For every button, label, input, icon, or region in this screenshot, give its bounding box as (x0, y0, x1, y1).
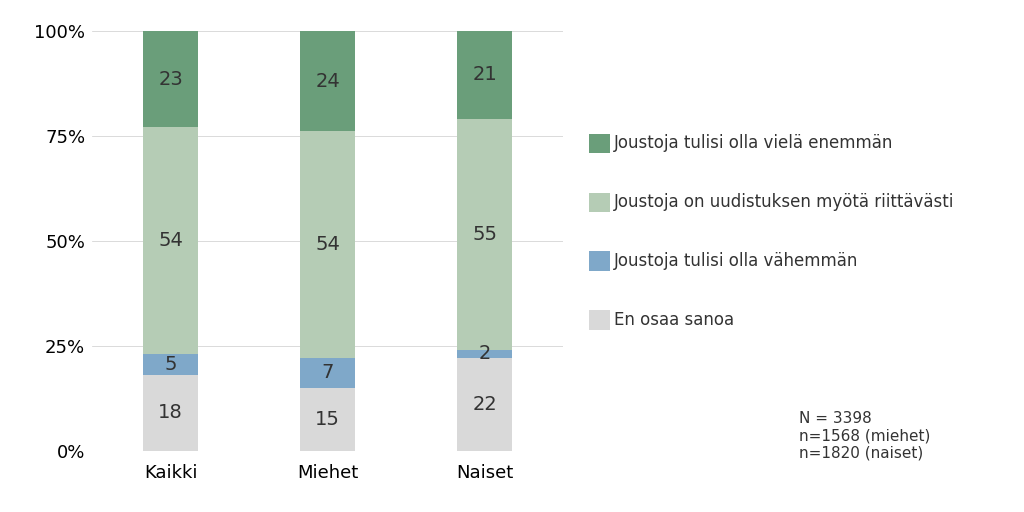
Bar (458, 119, 512, 350)
Text: 18: 18 (159, 403, 183, 422)
Text: En osaa sanoa: En osaa sanoa (614, 311, 734, 329)
Text: Joustoja on uudistuksen myötä riittävästi: Joustoja on uudistuksen myötä riittäväst… (614, 193, 954, 211)
Bar (458, 358, 512, 451)
Text: 54: 54 (159, 231, 183, 250)
Bar (458, 350, 512, 358)
Text: 15: 15 (315, 410, 340, 429)
Text: Joustoja tulisi olla vielä enemmän: Joustoja tulisi olla vielä enemmän (614, 134, 894, 153)
Text: N = 3398
n=1568 (miehet)
n=1820 (naiset): N = 3398 n=1568 (miehet) n=1820 (naiset) (799, 411, 930, 461)
Text: Joustoja tulisi olla vähemmän: Joustoja tulisi olla vähemmän (614, 252, 858, 270)
Bar (143, 375, 199, 451)
Text: 23: 23 (159, 70, 183, 89)
Bar (300, 358, 355, 388)
Text: 55: 55 (472, 225, 498, 244)
Bar (143, 31, 199, 127)
Text: 5: 5 (165, 355, 177, 374)
Bar (143, 354, 199, 375)
Text: 22: 22 (472, 395, 497, 414)
Text: 7: 7 (322, 364, 334, 382)
Bar (143, 127, 199, 354)
Text: 24: 24 (315, 72, 340, 91)
Text: 2: 2 (478, 345, 490, 364)
Text: 54: 54 (315, 236, 340, 254)
Bar (300, 31, 355, 132)
Bar (300, 132, 355, 358)
Bar (458, 31, 512, 119)
Text: 21: 21 (472, 66, 497, 84)
Bar (300, 388, 355, 451)
